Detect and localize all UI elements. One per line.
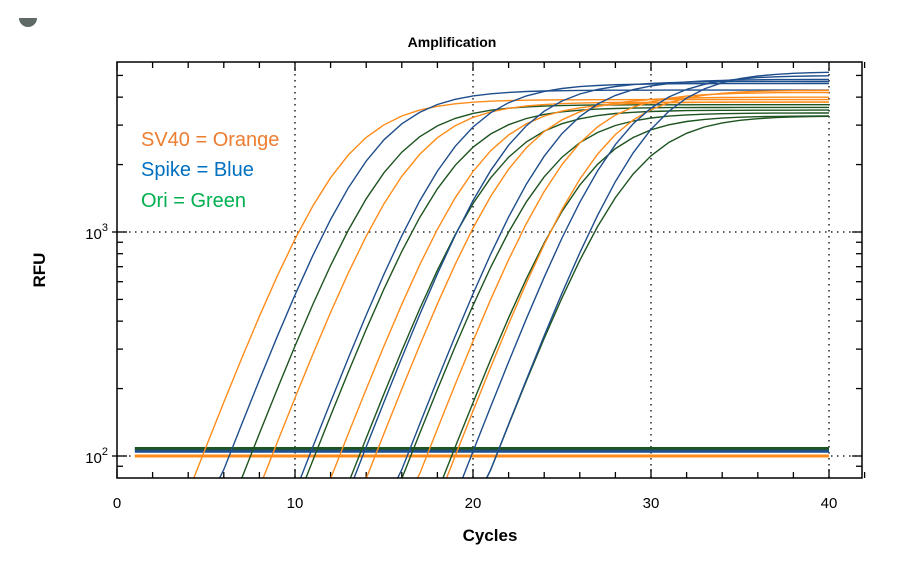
series-ori-4	[401, 112, 829, 478]
chart-title: Amplification	[408, 34, 497, 50]
legend-ori: Ori = Green	[141, 190, 246, 212]
series-sv40-5	[416, 91, 829, 478]
series-sv40-1	[193, 98, 829, 478]
x-tick-label: 40	[821, 495, 838, 512]
series-ori-6	[485, 115, 830, 478]
axis-ticks	[112, 62, 866, 478]
series-ori-3	[349, 109, 829, 478]
x-tick-label: 10	[287, 495, 304, 512]
y-axis-label: RFU	[30, 253, 49, 288]
y-tick-label: 102	[85, 446, 108, 467]
y-tick-label: 103	[85, 222, 108, 243]
x-tick-label: 0	[113, 495, 121, 512]
series-sv40-4	[365, 96, 829, 478]
series-sv40-6	[445, 89, 830, 478]
series-ori-2	[305, 106, 829, 478]
series-spike-1	[218, 89, 829, 478]
partial-circle-icon	[19, 18, 37, 27]
series-ori-1	[241, 103, 829, 478]
series-spike-4	[396, 78, 829, 478]
series-spike-3	[353, 80, 829, 478]
x-axis-label: Cycles	[463, 526, 518, 545]
plot-frame	[116, 61, 863, 479]
x-tick-label: 20	[465, 495, 482, 512]
x-tick-label: 30	[643, 495, 660, 512]
series-lines	[134, 71, 830, 478]
series-ori-5	[442, 115, 830, 478]
series-spike-5	[461, 75, 830, 478]
tick-labels: 0 10 20 30 40 102 103	[85, 222, 837, 512]
series-spike-2	[299, 82, 829, 478]
legend-spike: Spike = Blue	[141, 159, 254, 181]
series-spike-6	[485, 71, 830, 478]
legend-sv40: SV40 = Orange	[141, 129, 279, 151]
series-sv40-3	[330, 101, 829, 478]
